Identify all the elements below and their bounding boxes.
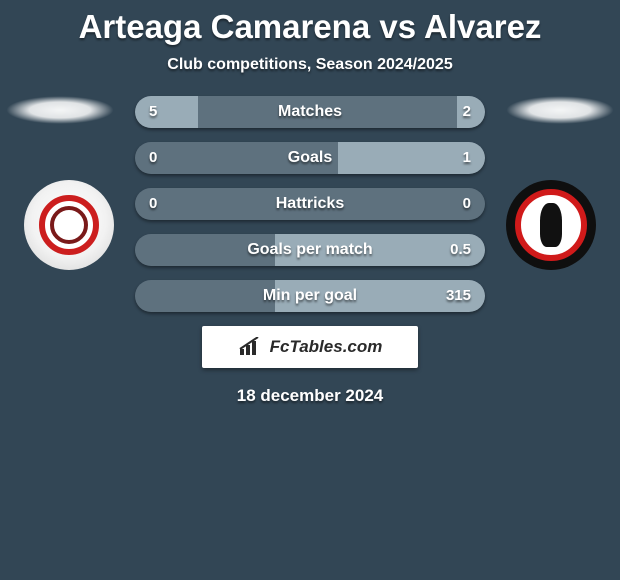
stat-row: 315Min per goal [135, 280, 485, 312]
stat-label: Goals per match [135, 234, 485, 266]
stat-label: Min per goal [135, 280, 485, 312]
stat-label: Matches [135, 96, 485, 128]
subtitle: Club competitions, Season 2024/2025 [0, 56, 620, 74]
stat-row: 01Goals [135, 142, 485, 174]
club-badge-right-icon [540, 203, 562, 247]
player-left-ellipse [6, 96, 114, 124]
stat-row: 52Matches [135, 96, 485, 128]
player-right-ellipse [506, 96, 614, 124]
stat-bars: 52Matches 01Goals 00Hattricks 0.5Goals per … [135, 96, 485, 312]
brand-text: FcTables.com [270, 337, 383, 357]
brand-chart-icon [238, 337, 264, 357]
stat-label: Hattricks [135, 188, 485, 220]
club-badge-left-inner [50, 206, 88, 244]
stat-label: Goals [135, 142, 485, 174]
club-badge-right-ring [515, 189, 587, 261]
club-badge-right [506, 180, 596, 270]
club-badge-left [24, 180, 114, 270]
date-text: 18 december 2024 [0, 386, 620, 406]
page-title: Arteaga Camarena vs Alvarez [0, 0, 620, 46]
stat-row: 0.5Goals per match [135, 234, 485, 266]
club-badge-left-ring [39, 195, 99, 255]
stat-row: 00Hattricks [135, 188, 485, 220]
brand-box: FcTables.com [202, 326, 418, 368]
comparison-stage: 52Matches 01Goals 00Hattricks 0.5Goals per … [0, 96, 620, 312]
